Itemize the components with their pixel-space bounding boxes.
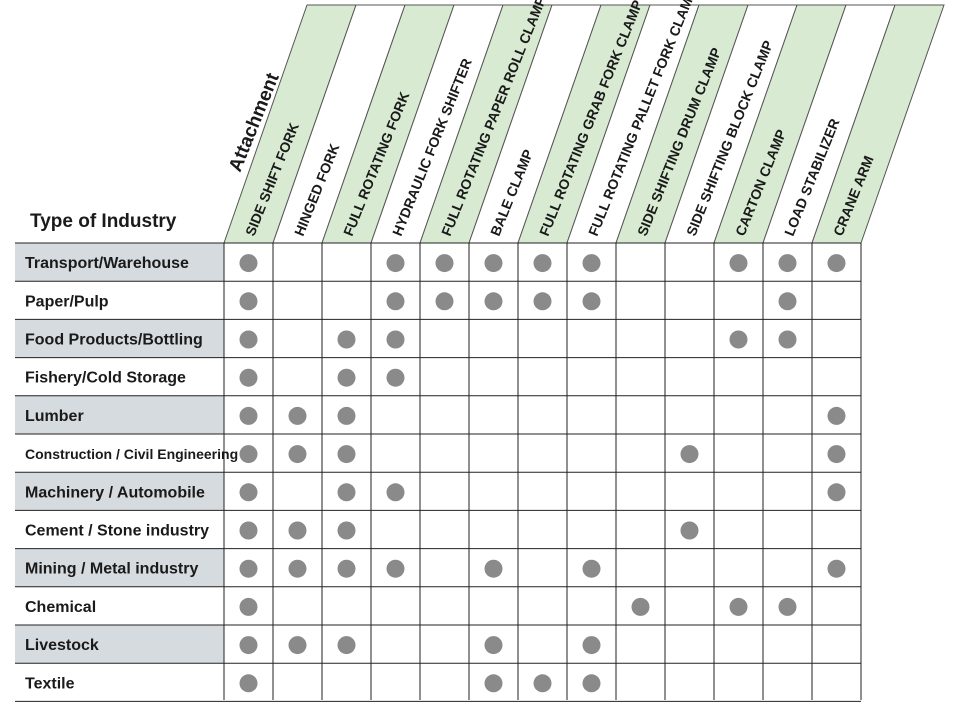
usage-dot <box>484 292 503 311</box>
row-label: Paper/Pulp <box>25 293 109 310</box>
usage-dot <box>729 254 748 273</box>
usage-dot <box>582 674 601 693</box>
usage-dot <box>484 674 503 693</box>
usage-dot <box>533 292 552 311</box>
type-of-industry-label: Type of Industry <box>30 211 177 232</box>
usage-dot <box>680 445 699 464</box>
row-label: Textile <box>25 675 75 692</box>
usage-dot <box>484 636 503 655</box>
row-shading <box>15 243 224 664</box>
usage-dot <box>435 254 454 273</box>
usage-dot <box>239 636 258 655</box>
usage-dot <box>827 254 846 273</box>
usage-dot <box>484 559 503 578</box>
row-label: Machinery / Automobile <box>25 484 205 501</box>
usage-dot <box>337 636 356 655</box>
usage-dot <box>239 445 258 464</box>
usage-dot <box>239 292 258 311</box>
usage-dot <box>239 368 258 387</box>
row-labels: Transport/Warehouse Paper/Pulp Food Produc… <box>25 255 238 692</box>
row-shade <box>15 548 224 587</box>
usage-dot <box>631 597 650 616</box>
row-shade <box>15 625 224 664</box>
column-header-bands <box>223 4 945 244</box>
usage-dot <box>729 597 748 616</box>
usage-dot <box>680 521 699 540</box>
row-label: Fishery/Cold Storage <box>25 370 186 387</box>
usage-dot <box>533 254 552 273</box>
row-label: Food Products/Bottling <box>25 332 203 349</box>
usage-dot <box>337 559 356 578</box>
usage-dot <box>288 521 307 540</box>
usage-dot <box>582 559 601 578</box>
usage-dot <box>386 330 405 349</box>
usage-dots <box>239 254 846 693</box>
usage-dot <box>827 483 846 502</box>
usage-dot <box>239 597 258 616</box>
usage-dot <box>239 330 258 349</box>
row-label: Transport/Warehouse <box>25 255 189 272</box>
row-label: Livestock <box>25 637 99 654</box>
usage-dot <box>386 483 405 502</box>
usage-dot <box>386 292 405 311</box>
row-label: Lumber <box>25 408 84 425</box>
usage-dot <box>386 368 405 387</box>
usage-dot <box>778 254 797 273</box>
usage-dot <box>288 445 307 464</box>
usage-dot <box>337 445 356 464</box>
usage-dot <box>239 254 258 273</box>
usage-dot <box>582 636 601 655</box>
usage-dot <box>239 483 258 502</box>
usage-dot <box>778 330 797 349</box>
usage-dot <box>778 597 797 616</box>
row-label: Mining / Metal industry <box>25 561 198 578</box>
usage-dot <box>386 559 405 578</box>
usage-dot <box>582 254 601 273</box>
usage-dot <box>239 406 258 425</box>
usage-dot <box>337 368 356 387</box>
usage-dot <box>288 559 307 578</box>
usage-dot <box>337 406 356 425</box>
usage-dot <box>337 521 356 540</box>
row-shade <box>15 243 224 282</box>
table-grid <box>15 242 862 702</box>
usage-dot <box>288 636 307 655</box>
row-shade <box>15 472 224 511</box>
usage-dot <box>827 445 846 464</box>
usage-dot <box>239 674 258 693</box>
usage-dot <box>484 254 503 273</box>
usage-dot <box>827 406 846 425</box>
row-label: Chemical <box>25 599 96 616</box>
row-shade <box>15 319 224 358</box>
usage-dot <box>778 292 797 311</box>
usage-dot <box>386 254 405 273</box>
usage-dot <box>582 292 601 311</box>
usage-dot <box>435 292 454 311</box>
row-label: Construction / Civil Engineering <box>25 446 238 462</box>
usage-dot <box>239 521 258 540</box>
usage-dot <box>533 674 552 693</box>
usage-dot <box>288 406 307 425</box>
usage-dot <box>729 330 748 349</box>
row-label: Cement / Stone industry <box>25 523 209 540</box>
row-shade <box>15 395 224 434</box>
usage-dot <box>337 483 356 502</box>
usage-dot <box>337 330 356 349</box>
usage-dot <box>239 559 258 578</box>
usage-dot <box>827 559 846 578</box>
